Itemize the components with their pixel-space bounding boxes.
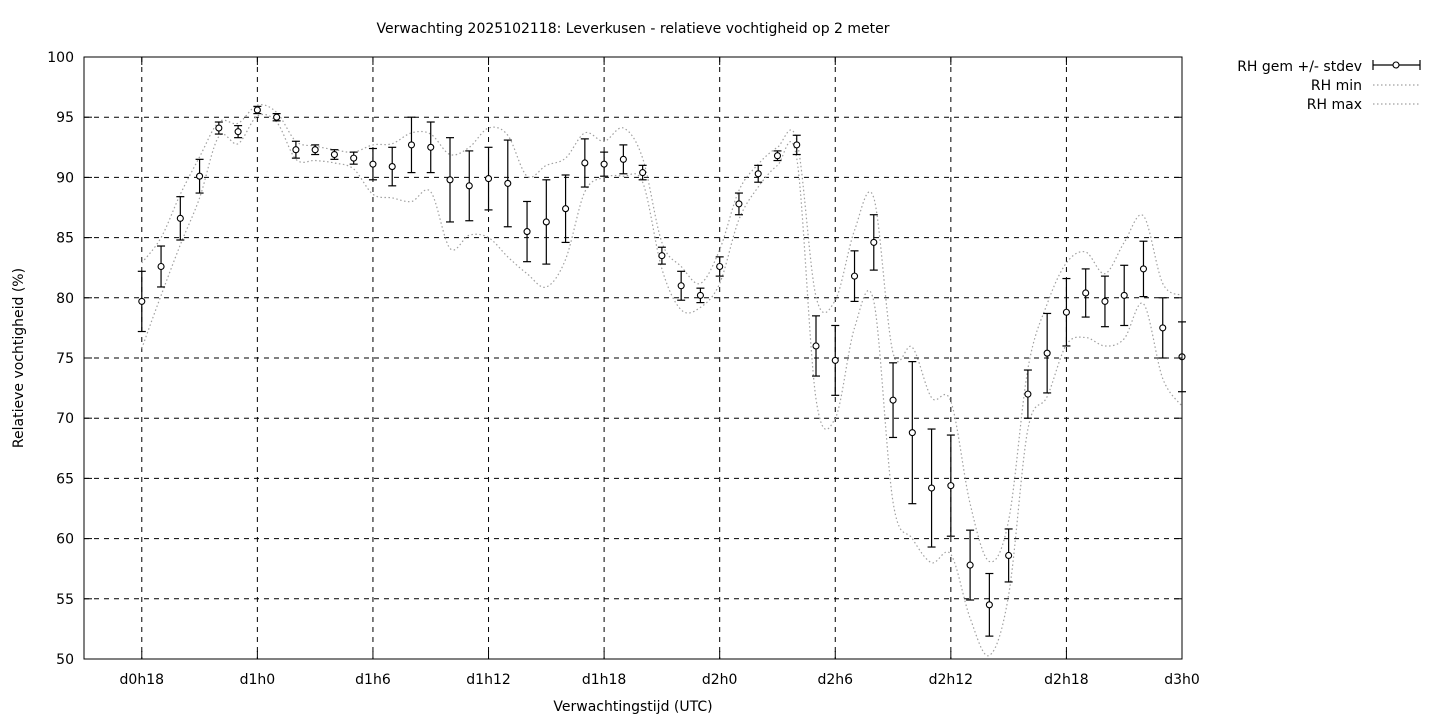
data-point — [388, 163, 396, 171]
y-tick-label: 65 — [56, 471, 74, 487]
y-tick-label: 80 — [56, 291, 74, 307]
data-point — [504, 179, 512, 187]
axes: 50 55 60 65 70 75 80 85 90 95 100 d0h18 d1h0 d1h6 d1h1… — [47, 50, 1200, 688]
y-tick-label: 55 — [56, 592, 74, 608]
data-point — [369, 160, 377, 168]
data-point — [1120, 291, 1128, 299]
data-point — [831, 356, 839, 364]
data-point — [793, 141, 801, 149]
y-tick-label: 50 — [56, 652, 74, 668]
x-tick-label: d0h18 — [120, 672, 164, 688]
data-point — [908, 429, 916, 437]
data-point — [870, 238, 878, 246]
data-point — [446, 176, 454, 184]
data-point — [658, 252, 666, 260]
data-point — [234, 128, 242, 136]
y-tick-label: 100 — [47, 50, 74, 66]
data-point — [292, 146, 300, 154]
legend-marker-mean — [1392, 61, 1400, 69]
y-axis-label: Relatieve vochtigheid (%) — [11, 268, 27, 448]
data-point — [176, 214, 184, 222]
data-point — [581, 159, 589, 167]
data-point — [600, 160, 608, 168]
data-point — [773, 152, 782, 160]
data-point — [427, 143, 435, 151]
data-point — [1043, 349, 1051, 357]
data-point — [523, 228, 531, 236]
legend: RH gem +/- stdev RH min RH max — [1237, 59, 1421, 113]
x-tick-label: d2h18 — [1044, 672, 1088, 688]
legend-label-max: RH max — [1307, 97, 1362, 113]
data-point — [157, 262, 165, 271]
x-tick-label: d1h18 — [582, 672, 626, 688]
data-point — [947, 482, 955, 490]
rh-min-line — [141, 113, 1183, 657]
data-point — [138, 297, 146, 305]
data-point — [330, 150, 338, 159]
data-point — [562, 205, 570, 213]
data-point — [985, 601, 993, 609]
y-tick-label: 95 — [56, 110, 74, 126]
data-point — [677, 282, 685, 290]
data-point — [1159, 324, 1167, 332]
x-tick-label: d1h0 — [240, 672, 276, 688]
y-tick-label: 90 — [56, 170, 74, 186]
y-tick-label: 85 — [56, 231, 74, 247]
x-tick-label: d1h6 — [355, 672, 391, 688]
legend-label-min: RH min — [1311, 78, 1362, 94]
data-point — [716, 262, 724, 271]
data-point — [754, 170, 762, 178]
rh-max-line — [141, 104, 1183, 563]
data-point — [928, 484, 936, 492]
data-point — [850, 272, 859, 280]
data-point — [696, 291, 704, 299]
grid — [84, 57, 1183, 659]
x-tick-label: d2h12 — [929, 672, 973, 688]
data-points — [137, 105, 1186, 637]
x-tick-label: d2h0 — [702, 672, 738, 688]
x-tick-label: d1h12 — [466, 672, 510, 688]
data-point — [273, 113, 281, 121]
data-point — [407, 141, 416, 149]
data-point — [215, 124, 223, 132]
data-point — [812, 342, 820, 350]
data-point — [196, 172, 204, 180]
y-tick-label: 70 — [56, 411, 74, 427]
data-point — [966, 561, 974, 569]
chart-title: Verwachting 2025102118: Leverkusen - rel… — [376, 21, 889, 37]
min-max-band — [141, 104, 1183, 657]
y-tick-label: 75 — [56, 351, 74, 367]
y-tick-label: 60 — [56, 532, 74, 548]
x-tick-label: d2h6 — [817, 672, 853, 688]
data-point — [1101, 297, 1109, 305]
data-point — [889, 396, 897, 404]
x-tick-label: d3h0 — [1164, 672, 1200, 688]
data-point — [735, 200, 743, 208]
x-axis-label: Verwachtingstijd (UTC) — [553, 699, 712, 715]
legend-label-mean: RH gem +/- stdev — [1237, 59, 1362, 75]
data-point — [639, 169, 647, 177]
data-point — [542, 218, 550, 226]
data-point — [1062, 308, 1070, 316]
data-point — [1082, 289, 1090, 297]
data-point — [350, 154, 358, 162]
data-point — [1024, 390, 1032, 398]
data-point — [465, 182, 473, 190]
data-point — [253, 106, 261, 114]
data-point — [1005, 551, 1013, 560]
data-point — [484, 175, 493, 183]
data-point — [619, 155, 627, 163]
data-point — [311, 146, 319, 154]
data-point — [1139, 265, 1148, 273]
